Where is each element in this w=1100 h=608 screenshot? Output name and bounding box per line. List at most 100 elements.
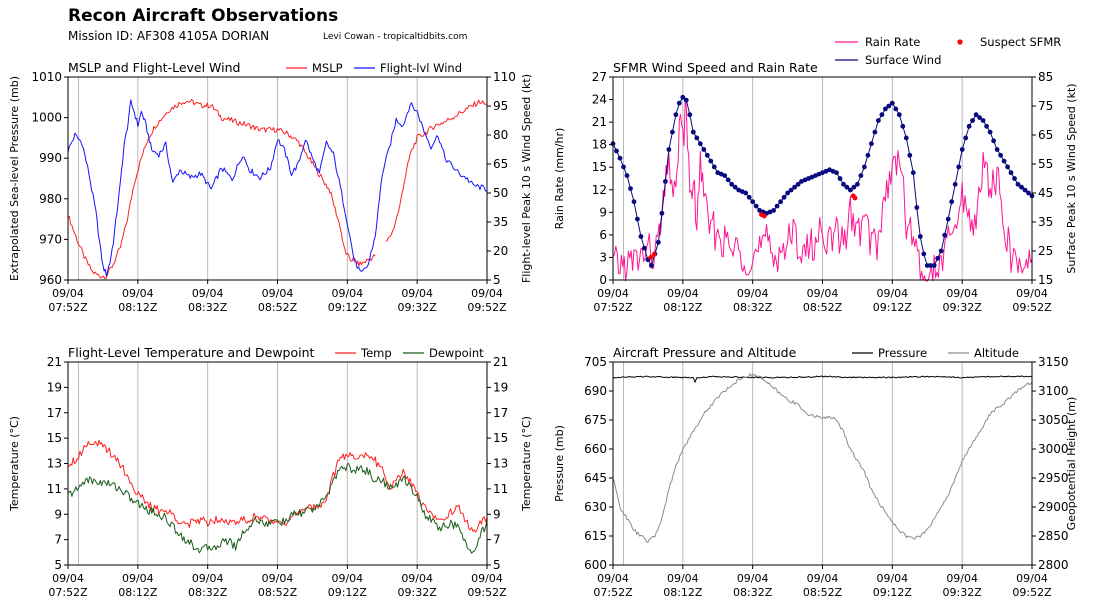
data-point <box>893 106 899 112</box>
data-point <box>663 179 668 184</box>
data-point <box>743 190 749 196</box>
data-point <box>617 155 623 161</box>
data-point <box>852 195 858 201</box>
y-tick-label: 17 <box>47 406 62 420</box>
data-point <box>656 239 661 245</box>
y-tick-label: 13 <box>47 457 62 471</box>
x-tick-label: 09/04 <box>262 287 294 300</box>
x-tick-label: 09/04 <box>807 572 839 585</box>
chart-title: Aircraft Pressure and Altitude <box>613 345 797 360</box>
data-point <box>956 164 962 170</box>
y-tick-label: 5 <box>54 558 62 572</box>
data-point <box>795 181 801 187</box>
x-tick-label: 07:52Z <box>48 586 88 599</box>
series-line-rain-rate <box>612 98 1033 282</box>
y-tick-label: 9 <box>54 507 62 521</box>
y-tick-label: 3100 <box>1038 384 1069 398</box>
x-tick-label: 08:32Z <box>733 301 773 314</box>
y-tick-label: 95 <box>493 99 508 113</box>
data-point <box>876 118 881 123</box>
legend-label: Pressure <box>878 346 927 360</box>
legend-label: Altitude <box>974 346 1019 360</box>
y-axis-label-left: Rain Rate (mm/hr) <box>553 128 566 230</box>
x-tick-label: 09/04 <box>667 572 699 585</box>
x-tick-label: 07:52Z <box>593 586 633 599</box>
y-tick-label: 27 <box>592 70 607 84</box>
x-tick-label: 09:32Z <box>398 586 438 599</box>
data-point <box>931 263 937 268</box>
chart-alt: 600 615 630 645 660 675 690 705 2800 2850 2900 2950… <box>553 345 1078 599</box>
y-tick-label: 50 <box>493 186 508 200</box>
data-point <box>670 129 675 135</box>
data-point <box>1026 190 1031 196</box>
y-tick-label: 6 <box>599 228 607 242</box>
x-tick-label: 09:52Z <box>467 301 507 314</box>
x-tick-label: 09/04 <box>192 572 224 585</box>
data-point <box>676 100 682 106</box>
y-tick-label: 660 <box>584 442 607 456</box>
mission-id: Mission ID: AF308 4105A DORIAN <box>68 29 270 43</box>
series-line-pressure <box>612 375 1033 383</box>
x-tick-label: 08:12Z <box>663 586 703 599</box>
data-point <box>1012 176 1017 181</box>
y-tick-label: 5 <box>493 558 501 572</box>
y-tick-label: 990 <box>39 151 62 165</box>
y-axis-label-right: Flight-level Peak 10 s Wind Speed (kt) <box>520 74 533 283</box>
data-point <box>1022 187 1028 193</box>
y-tick-label: 20 <box>493 244 508 258</box>
data-point <box>785 190 790 196</box>
data-point <box>903 135 909 141</box>
data-point <box>907 152 913 158</box>
data-point <box>938 248 944 254</box>
y-tick-label: 2800 <box>1038 558 1069 572</box>
data-point <box>614 148 619 154</box>
data-point <box>778 199 783 205</box>
x-tick-label: 09/04 <box>597 572 629 585</box>
data-point <box>896 112 902 118</box>
chart-mslp: 960 970 980 990 1000 1010 5 20 35 50 65 80 95 110 09/0… <box>8 60 533 314</box>
y-axis-label-right: Geopotential Height (m) <box>1065 397 1078 531</box>
data-point <box>761 213 767 219</box>
series-line-dewpoint <box>67 462 488 554</box>
data-point <box>865 152 871 158</box>
y-tick-label: 3 <box>599 250 607 264</box>
legend-label: Flight-lvl Wind <box>380 61 462 75</box>
x-tick-label: 08:52Z <box>258 586 298 599</box>
x-tick-label: 09:52Z <box>1012 301 1052 314</box>
y-tick-label: 2850 <box>1038 529 1069 543</box>
x-tick-label: 08:52Z <box>803 586 843 599</box>
x-tick-label: 09:12Z <box>873 586 913 599</box>
data-point <box>883 106 888 112</box>
y-axis-label-left: Pressure (mb) <box>553 425 566 502</box>
data-point <box>732 184 738 190</box>
x-tick-label: 08:12Z <box>118 301 158 314</box>
data-point <box>928 263 934 268</box>
y-tick-label: 970 <box>39 232 62 246</box>
data-point <box>862 164 867 170</box>
data-point <box>792 184 797 190</box>
data-point <box>886 103 892 109</box>
data-point <box>914 205 920 210</box>
legend-label: MSLP <box>312 61 343 75</box>
x-tick-label: 09:52Z <box>467 586 507 599</box>
x-tick-label: 09/04 <box>597 287 629 300</box>
legend-label: Dewpoint <box>429 346 484 360</box>
chart-temp: 57911131517192157911131517192109/0407:52… <box>8 345 533 599</box>
x-tick-label: 09/04 <box>667 287 699 300</box>
data-point <box>994 147 1000 152</box>
data-point <box>998 152 1003 158</box>
y-tick-label: 11 <box>47 482 62 496</box>
y-tick-label: 15 <box>1038 273 1053 287</box>
data-point <box>987 129 993 135</box>
y-tick-label: 65 <box>493 157 508 171</box>
x-tick-label: 08:12Z <box>118 586 158 599</box>
y-tick-label: 17 <box>493 406 508 420</box>
series-line-mslp <box>67 98 487 280</box>
x-tick-label: 09:52Z <box>1012 586 1052 599</box>
y-tick-label: 980 <box>39 192 62 206</box>
y-tick-label: 615 <box>584 529 607 543</box>
y-tick-label: 675 <box>584 413 607 427</box>
x-tick-label: 09/04 <box>52 287 84 300</box>
y-tick-label: 0 <box>599 273 607 287</box>
